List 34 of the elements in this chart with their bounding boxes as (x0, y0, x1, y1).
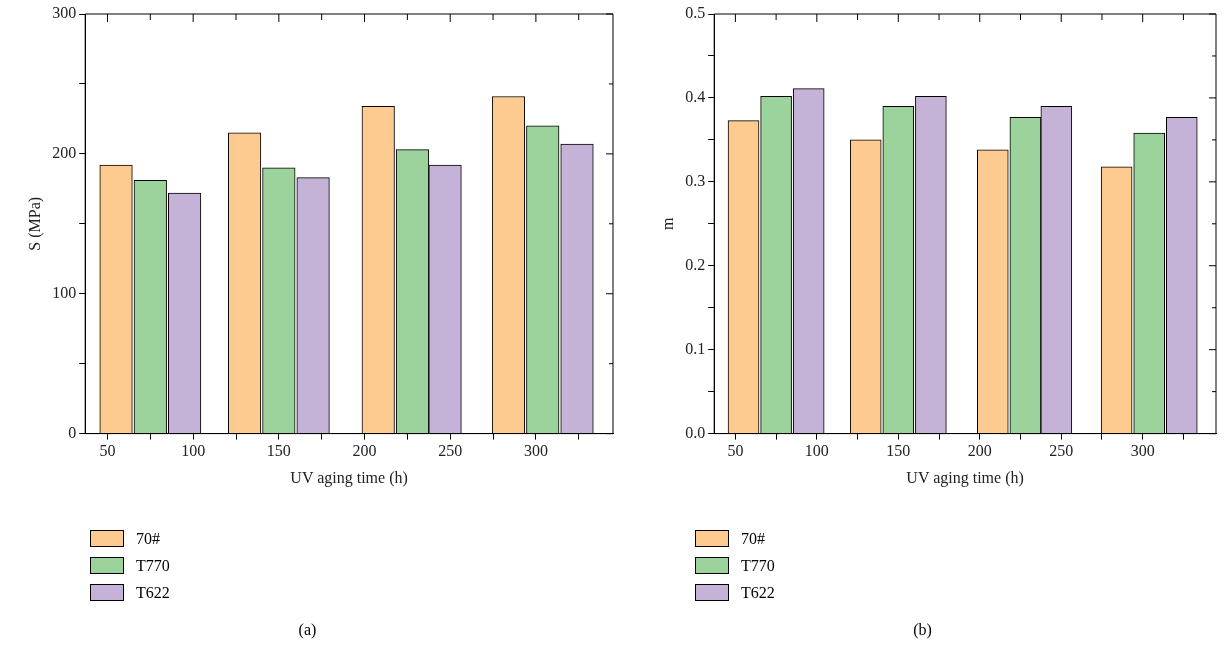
legend-label: T770 (136, 556, 170, 575)
x-tick-label: 100 (804, 442, 829, 460)
y-tick-label: 0.2 (685, 255, 706, 273)
x-tick-label: 250 (1049, 442, 1074, 460)
x-tick-label: 300 (523, 442, 548, 460)
y-tick-label: 0.5 (685, 4, 706, 22)
x-tick-label: 200 (967, 442, 992, 460)
x-tick-label: 50 (99, 442, 116, 460)
legend-label: T770 (741, 556, 775, 575)
y-tick-label: 0.3 (685, 172, 706, 190)
legend-label: 70# (136, 529, 160, 548)
legend-label: 70# (741, 529, 765, 548)
y-tick-label: 0.1 (685, 339, 706, 357)
text: (b) (912, 621, 933, 639)
legend-label: T622 (741, 583, 775, 602)
x-tick-label: 150 (266, 442, 291, 460)
x-tick-label: 50 (727, 442, 744, 460)
x-axis-title: UV aging time (h) (290, 468, 408, 487)
y-tick-label: 200 (52, 144, 77, 162)
y-tick-label: 300 (52, 4, 77, 22)
x-tick-label: 200 (352, 442, 377, 460)
y-tick-label: 100 (52, 283, 77, 301)
y-axis-title: S (MPa) (25, 196, 44, 251)
text: (a) (297, 621, 318, 639)
x-tick-label: 100 (181, 442, 206, 460)
y-tick-label: 0.4 (685, 88, 706, 106)
x-tick-label: 250 (438, 442, 463, 460)
legend-label: T622 (136, 583, 170, 602)
x-tick-label: 300 (1130, 442, 1155, 460)
y-tick-label: 0.0 (685, 423, 706, 441)
y-tick-label: 0 (68, 423, 77, 441)
x-axis-title: UV aging time (h) (906, 468, 1024, 487)
x-tick-label: 150 (886, 442, 911, 460)
y-axis-title: m (658, 217, 676, 231)
